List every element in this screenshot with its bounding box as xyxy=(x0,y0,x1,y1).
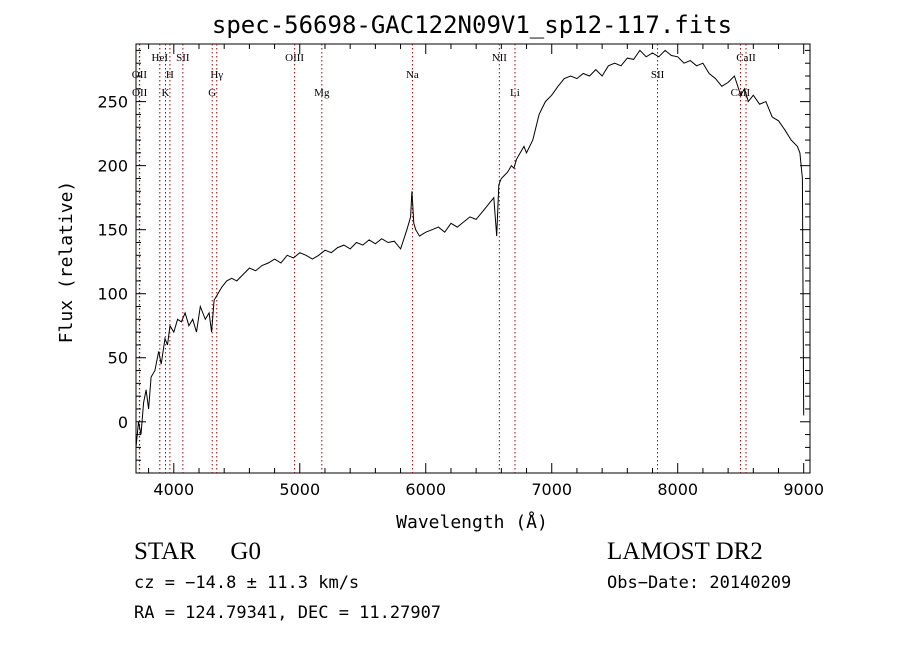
object-class: STAR xyxy=(134,538,196,565)
axis-ticks: 4000 5000 6000 7000 8000 9000 0 50 100 150 200 250 xyxy=(97,44,824,499)
y-tick-label: 0 xyxy=(118,413,128,432)
x-tick-label: 6000 xyxy=(405,480,446,499)
x-tick-label: 5000 xyxy=(279,480,320,499)
spectral-line-markers: OIIOIIHeIKHSIIHγGOIIIMgNaNIILiSIICaIICaI… xyxy=(132,44,756,473)
y-tick-label: 50 xyxy=(108,349,128,368)
marker-label: Mg xyxy=(314,87,330,99)
survey-name: LAMOST DR2 xyxy=(607,538,763,565)
y-tick-label: 100 xyxy=(97,285,128,304)
marker-label: Hγ xyxy=(210,69,223,81)
spectrum-chart: spec-56698-GAC122N09V1_sp12-117.fits OII… xyxy=(56,11,824,533)
ra-dec-coordinates: RA = 124.79341, DEC = 11.27907 xyxy=(134,603,442,623)
marker-label: Li xyxy=(510,87,520,99)
y-tick-label: 200 xyxy=(97,157,128,176)
y-tick-label: 250 xyxy=(97,93,128,112)
marker-label: K xyxy=(162,87,170,99)
observation-date: Obs−Date: 20140209 xyxy=(607,573,792,593)
marker-label: NII xyxy=(492,52,508,64)
marker-label: G xyxy=(208,87,216,99)
object-subclass: G0 xyxy=(230,538,261,565)
spectrum-line xyxy=(135,49,805,448)
redshift-cz: cz = −14.8 ± 11.3 km/s xyxy=(134,573,360,593)
x-tick-label: 7000 xyxy=(531,480,572,499)
marker-label: HeI xyxy=(152,52,169,64)
marker-label: OII xyxy=(132,87,148,99)
y-tick-label: 150 xyxy=(97,221,128,240)
x-tick-label: 9000 xyxy=(783,480,824,499)
marker-label: CaII xyxy=(736,52,756,64)
marker-label: OII xyxy=(132,69,148,81)
marker-label: H xyxy=(166,69,174,81)
marker-label: SII xyxy=(176,52,190,64)
plot-frame xyxy=(135,43,811,474)
x-tick-label: 4000 xyxy=(153,480,194,499)
y-axis-label: Flux (relative) xyxy=(56,181,77,344)
x-axis-label: Wavelength (Å) xyxy=(396,511,548,533)
marker-label: OIII xyxy=(285,52,304,64)
chart-title: spec-56698-GAC122N09V1_sp12-117.fits xyxy=(212,11,732,39)
marker-label: Na xyxy=(406,69,419,81)
x-tick-label: 8000 xyxy=(657,480,698,499)
marker-label: SII xyxy=(651,69,665,81)
marker-label: CaII xyxy=(731,87,751,99)
